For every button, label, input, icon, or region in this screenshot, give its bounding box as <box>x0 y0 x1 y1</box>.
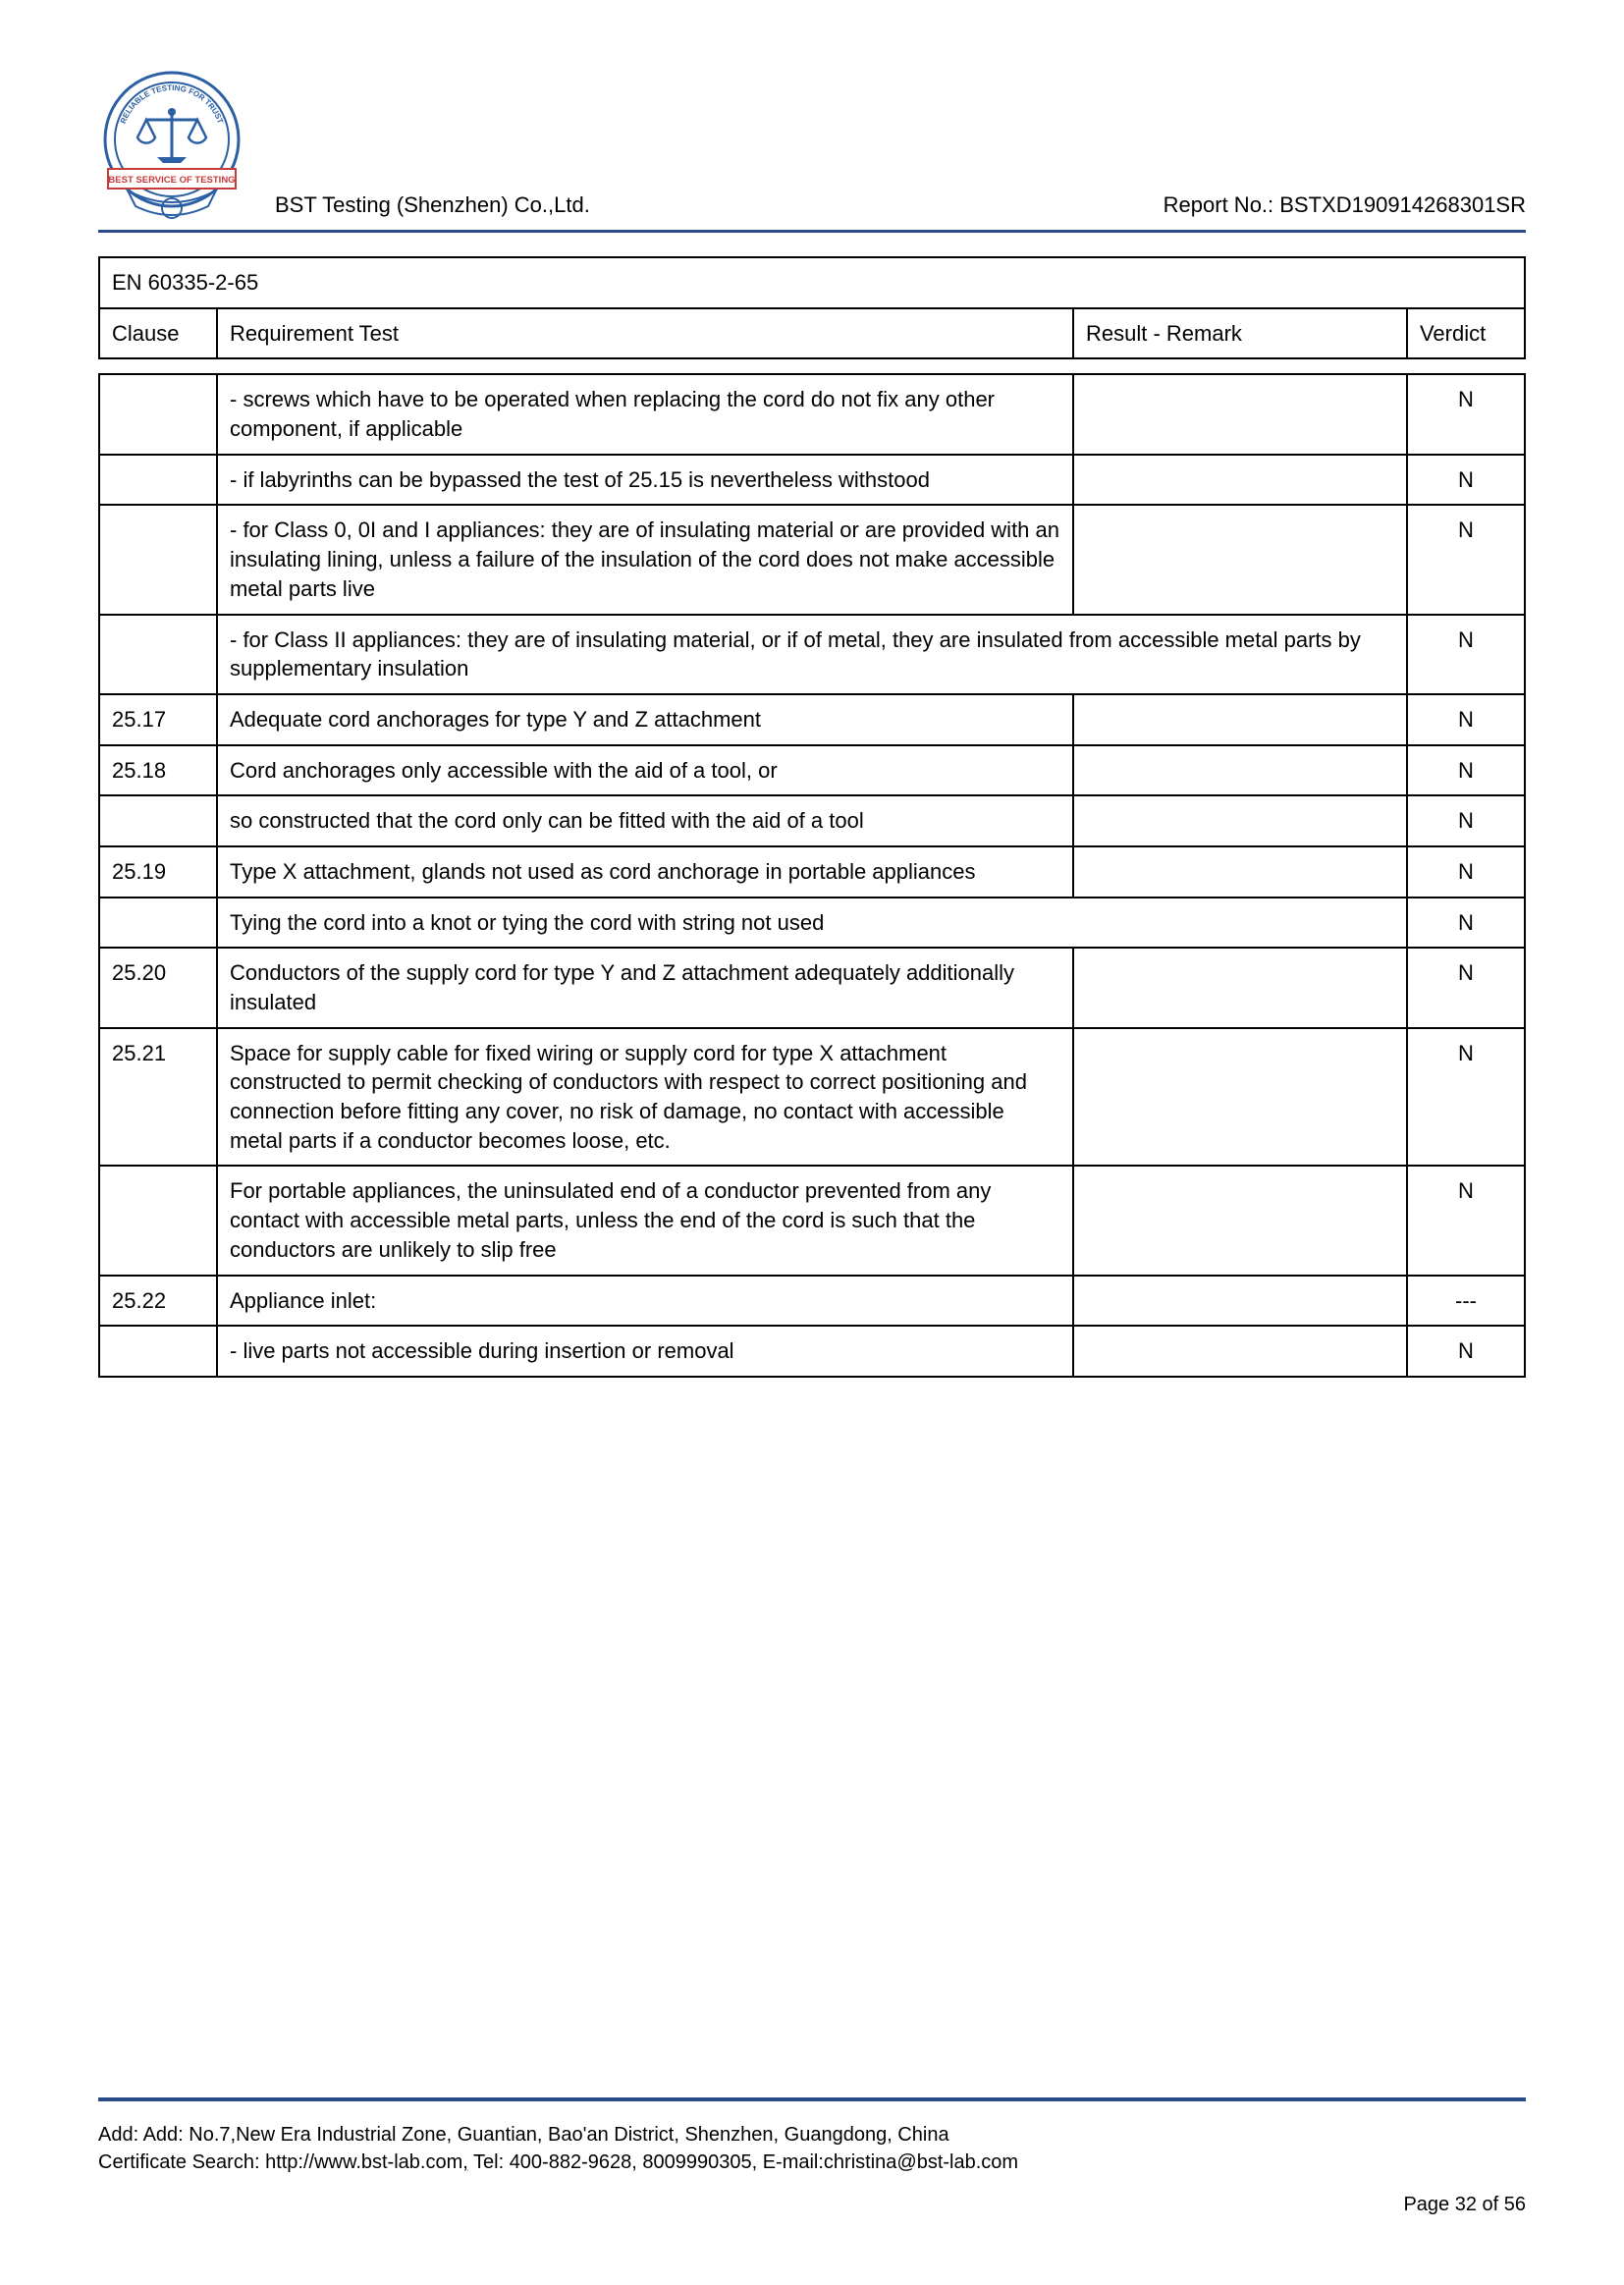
cell-clause: 25.17 <box>99 694 217 745</box>
footer-contact: Certificate Search: http://www.bst-lab.c… <box>98 2149 1526 2176</box>
svg-text:BEST SERVICE OF TESTING: BEST SERVICE OF TESTING <box>108 175 235 186</box>
table-row: so constructed that the cord only can be… <box>99 795 1525 846</box>
cell-requirement: Type X attachment, glands not used as co… <box>217 846 1073 898</box>
cell-clause <box>99 898 217 949</box>
table-row: - if labyrinths can be bypassed the test… <box>99 455 1525 506</box>
cell-result <box>1073 795 1407 846</box>
cell-result <box>1073 1028 1407 1167</box>
cell-verdict: N <box>1407 505 1525 614</box>
col-header-requirement: Requirement Test <box>217 308 1073 359</box>
footer-tel-email: Tel: 400-882-9628, 8009990305, E-mail:ch… <box>468 2151 1018 2173</box>
table-row: For portable appliances, the uninsulated… <box>99 1166 1525 1275</box>
cell-clause <box>99 1326 217 1377</box>
table-row: 25.22Appliance inlet: --- <box>99 1276 1525 1327</box>
requirements-table-body: - screws which have to be operated when … <box>98 373 1526 1378</box>
header-divider <box>98 230 1526 233</box>
cell-verdict: N <box>1407 694 1525 745</box>
col-header-clause: Clause <box>99 308 217 359</box>
cell-result <box>1073 1326 1407 1377</box>
company-name: BST Testing (Shenzhen) Co.,Ltd. <box>275 192 590 218</box>
table-row: - live parts not accessible during inser… <box>99 1326 1525 1377</box>
table-row: 25.19Type X attachment, glands not used … <box>99 846 1525 898</box>
cell-requirement: Conductors of the supply cord for type Y… <box>217 948 1073 1027</box>
report-header: RELIABLE TESTING FOR TRUST BEST SERVICE … <box>98 69 1526 226</box>
cell-clause <box>99 1166 217 1275</box>
cell-clause <box>99 795 217 846</box>
cell-verdict: N <box>1407 455 1525 506</box>
cell-verdict: N <box>1407 745 1525 796</box>
page-footer: Add: Add: No.7,New Era Industrial Zone, … <box>98 2097 1526 2216</box>
cell-result <box>1073 455 1407 506</box>
cell-verdict: N <box>1407 948 1525 1027</box>
cell-requirement: so constructed that the cord only can be… <box>217 795 1073 846</box>
cell-clause <box>99 374 217 454</box>
cell-result <box>1073 694 1407 745</box>
cell-verdict: N <box>1407 1166 1525 1275</box>
table-row: 25.18Cord anchorages only accessible wit… <box>99 745 1525 796</box>
cell-verdict: N <box>1407 1028 1525 1167</box>
cell-clause: 25.19 <box>99 846 217 898</box>
cell-verdict: N <box>1407 615 1525 694</box>
cell-result <box>1073 745 1407 796</box>
cell-verdict: N <box>1407 374 1525 454</box>
footer-address: Add: Add: No.7,New Era Industrial Zone, … <box>98 2121 1526 2149</box>
table-row: 25.21Space for supply cable for fixed wi… <box>99 1028 1525 1167</box>
cell-clause: 25.20 <box>99 948 217 1027</box>
table-row: 25.20Conductors of the supply cord for t… <box>99 948 1525 1027</box>
cell-result <box>1073 846 1407 898</box>
cell-clause <box>99 455 217 506</box>
company-logo: RELIABLE TESTING FOR TRUST BEST SERVICE … <box>98 69 245 226</box>
col-header-verdict: Verdict <box>1407 308 1525 359</box>
cell-requirement: Tying the cord into a knot or tying the … <box>217 898 1407 949</box>
cell-verdict: N <box>1407 898 1525 949</box>
table-standard-row: EN 60335-2-65 <box>99 257 1525 308</box>
footer-cert-search: Certificate Search: http://www.bst-lab.c… <box>98 2151 462 2173</box>
table-gap <box>98 359 1526 373</box>
cell-requirement: For portable appliances, the uninsulated… <box>217 1166 1073 1275</box>
cell-clause: 25.22 <box>99 1276 217 1327</box>
cell-verdict: --- <box>1407 1276 1525 1327</box>
cell-requirement: Appliance inlet: <box>217 1276 1073 1327</box>
cell-result <box>1073 948 1407 1027</box>
page-number: Page 32 of 56 <box>98 2194 1526 2216</box>
cell-requirement: - if labyrinths can be bypassed the test… <box>217 455 1073 506</box>
cell-requirement: - for Class 0, 0I and I appliances: they… <box>217 505 1073 614</box>
cell-result <box>1073 505 1407 614</box>
requirements-table: EN 60335-2-65 Clause Requirement Test Re… <box>98 256 1526 359</box>
table-row: - for Class II appliances: they are of i… <box>99 615 1525 694</box>
cell-requirement: - for Class II appliances: they are of i… <box>217 615 1407 694</box>
cell-verdict: N <box>1407 795 1525 846</box>
table-header-row: Clause Requirement Test Result - Remark … <box>99 308 1525 359</box>
report-number: Report No.: BSTXD190914268301SR <box>1164 192 1526 218</box>
cell-requirement: - screws which have to be operated when … <box>217 374 1073 454</box>
cell-verdict: N <box>1407 846 1525 898</box>
cell-result <box>1073 1166 1407 1275</box>
cell-verdict: N <box>1407 1326 1525 1377</box>
standard-title: EN 60335-2-65 <box>99 257 1525 308</box>
cell-clause: 25.18 <box>99 745 217 796</box>
table-row: Tying the cord into a knot or tying the … <box>99 898 1525 949</box>
cell-clause: 25.21 <box>99 1028 217 1167</box>
cell-requirement: Adequate cord anchorages for type Y and … <box>217 694 1073 745</box>
cell-clause <box>99 505 217 614</box>
table-row: - for Class 0, 0I and I appliances: they… <box>99 505 1525 614</box>
cell-clause <box>99 615 217 694</box>
cell-requirement: Space for supply cable for fixed wiring … <box>217 1028 1073 1167</box>
cell-requirement: - live parts not accessible during inser… <box>217 1326 1073 1377</box>
cell-result <box>1073 374 1407 454</box>
footer-divider <box>98 2097 1526 2101</box>
cell-result <box>1073 1276 1407 1327</box>
cell-requirement: Cord anchorages only accessible with the… <box>217 745 1073 796</box>
table-row: - screws which have to be operated when … <box>99 374 1525 454</box>
table-row: 25.17Adequate cord anchorages for type Y… <box>99 694 1525 745</box>
col-header-result: Result - Remark <box>1073 308 1407 359</box>
